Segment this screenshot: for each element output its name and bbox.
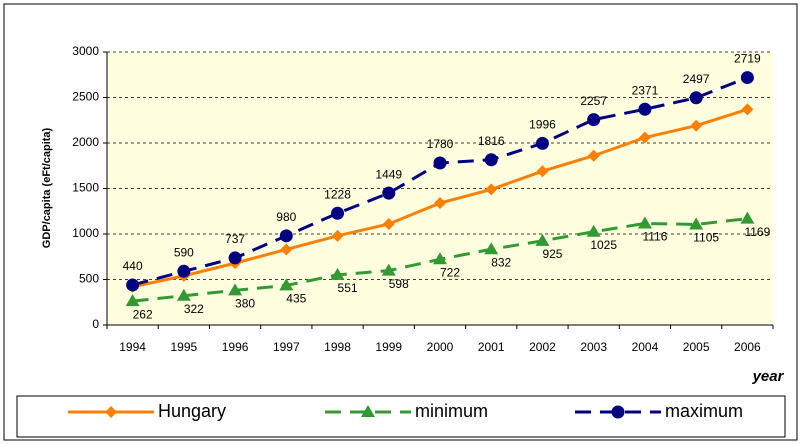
x-tick-label: 2004 — [632, 340, 659, 354]
marker — [535, 233, 550, 246]
data-label: 1816 — [478, 134, 505, 148]
data-label: 1169 — [744, 225, 770, 239]
data-label: 1025 — [590, 238, 617, 252]
data-label: 262 — [133, 307, 153, 321]
marker — [690, 119, 703, 132]
data-label: 2719 — [734, 52, 761, 66]
legend-label: maximum — [665, 401, 743, 421]
data-label: 590 — [174, 245, 194, 259]
marker — [279, 278, 294, 291]
marker — [177, 264, 191, 278]
marker — [484, 153, 498, 167]
marker — [279, 229, 293, 243]
marker — [689, 91, 703, 105]
marker — [740, 71, 754, 85]
data-label: 832 — [491, 255, 511, 269]
marker — [740, 211, 755, 224]
marker — [535, 136, 549, 150]
x-tick-label: 1997 — [273, 340, 300, 354]
data-label: 980 — [276, 210, 296, 224]
marker — [433, 252, 447, 265]
marker — [434, 197, 446, 210]
marker — [741, 103, 754, 116]
y-tick-label: 2500 — [72, 90, 99, 104]
data-label: 1780 — [427, 137, 454, 151]
x-axis-label: year — [752, 368, 785, 385]
data-label: 737 — [225, 232, 245, 246]
marker — [484, 242, 499, 255]
marker — [637, 216, 652, 229]
marker — [638, 131, 651, 144]
data-label: 2257 — [580, 94, 607, 108]
y-axis-label: GDP/capita (eFt/capita) — [41, 127, 53, 248]
data-label: 722 — [440, 265, 460, 279]
marker — [536, 165, 549, 178]
data-label: 2371 — [632, 83, 659, 97]
legend-label: minimum — [415, 401, 488, 421]
data-label: 380 — [235, 297, 255, 311]
x-tick-label: 2001 — [478, 340, 505, 354]
legend — [16, 395, 786, 438]
x-tick-label: 1998 — [324, 340, 351, 354]
marker — [126, 278, 140, 292]
x-tick-label: 2006 — [734, 340, 761, 354]
marker — [330, 267, 345, 280]
data-label: 551 — [338, 281, 358, 295]
marker — [331, 206, 345, 220]
data-label: 435 — [286, 292, 306, 306]
marker — [125, 294, 140, 307]
marker — [228, 283, 243, 296]
y-tick-label: 3000 — [72, 44, 99, 58]
x-tick-label: 2003 — [580, 340, 607, 354]
marker — [433, 156, 447, 170]
legend-label: Hungary — [158, 401, 226, 421]
data-label: 598 — [389, 277, 409, 291]
data-label: 322 — [184, 302, 204, 316]
data-label: 440 — [123, 259, 143, 273]
marker — [176, 288, 191, 301]
x-tick-label: 2000 — [427, 340, 454, 354]
marker — [587, 113, 601, 127]
data-label: 1116 — [642, 230, 667, 244]
marker — [280, 243, 293, 256]
marker — [611, 405, 625, 419]
marker — [381, 263, 396, 276]
marker — [638, 102, 652, 116]
marker — [361, 405, 375, 417]
y-tick-label: 0 — [92, 317, 99, 331]
marker — [105, 406, 117, 418]
data-label: 925 — [542, 247, 562, 261]
marker — [587, 149, 600, 162]
data-label: 1105 — [693, 231, 719, 245]
marker — [485, 183, 498, 196]
marker — [689, 217, 704, 230]
data-label: 1228 — [324, 187, 351, 201]
marker — [228, 251, 242, 265]
marker — [382, 217, 395, 230]
marker — [586, 224, 601, 237]
data-label: 1449 — [375, 167, 402, 181]
x-tick-label: 2002 — [529, 340, 556, 354]
x-tick-label: 1995 — [170, 340, 197, 354]
data-label: 1996 — [529, 118, 556, 132]
y-tick-label: 2000 — [72, 135, 99, 149]
marker — [331, 229, 344, 242]
y-tick-label: 1500 — [72, 181, 99, 195]
y-tick-label: 500 — [79, 272, 99, 286]
x-tick-label: 1996 — [222, 340, 249, 354]
marker — [382, 186, 396, 200]
x-tick-label: 2005 — [683, 340, 710, 354]
data-label: 2497 — [683, 72, 710, 86]
x-tick-label: 1999 — [375, 340, 402, 354]
y-tick-label: 1000 — [72, 226, 99, 240]
x-tick-label: 1994 — [119, 340, 146, 354]
